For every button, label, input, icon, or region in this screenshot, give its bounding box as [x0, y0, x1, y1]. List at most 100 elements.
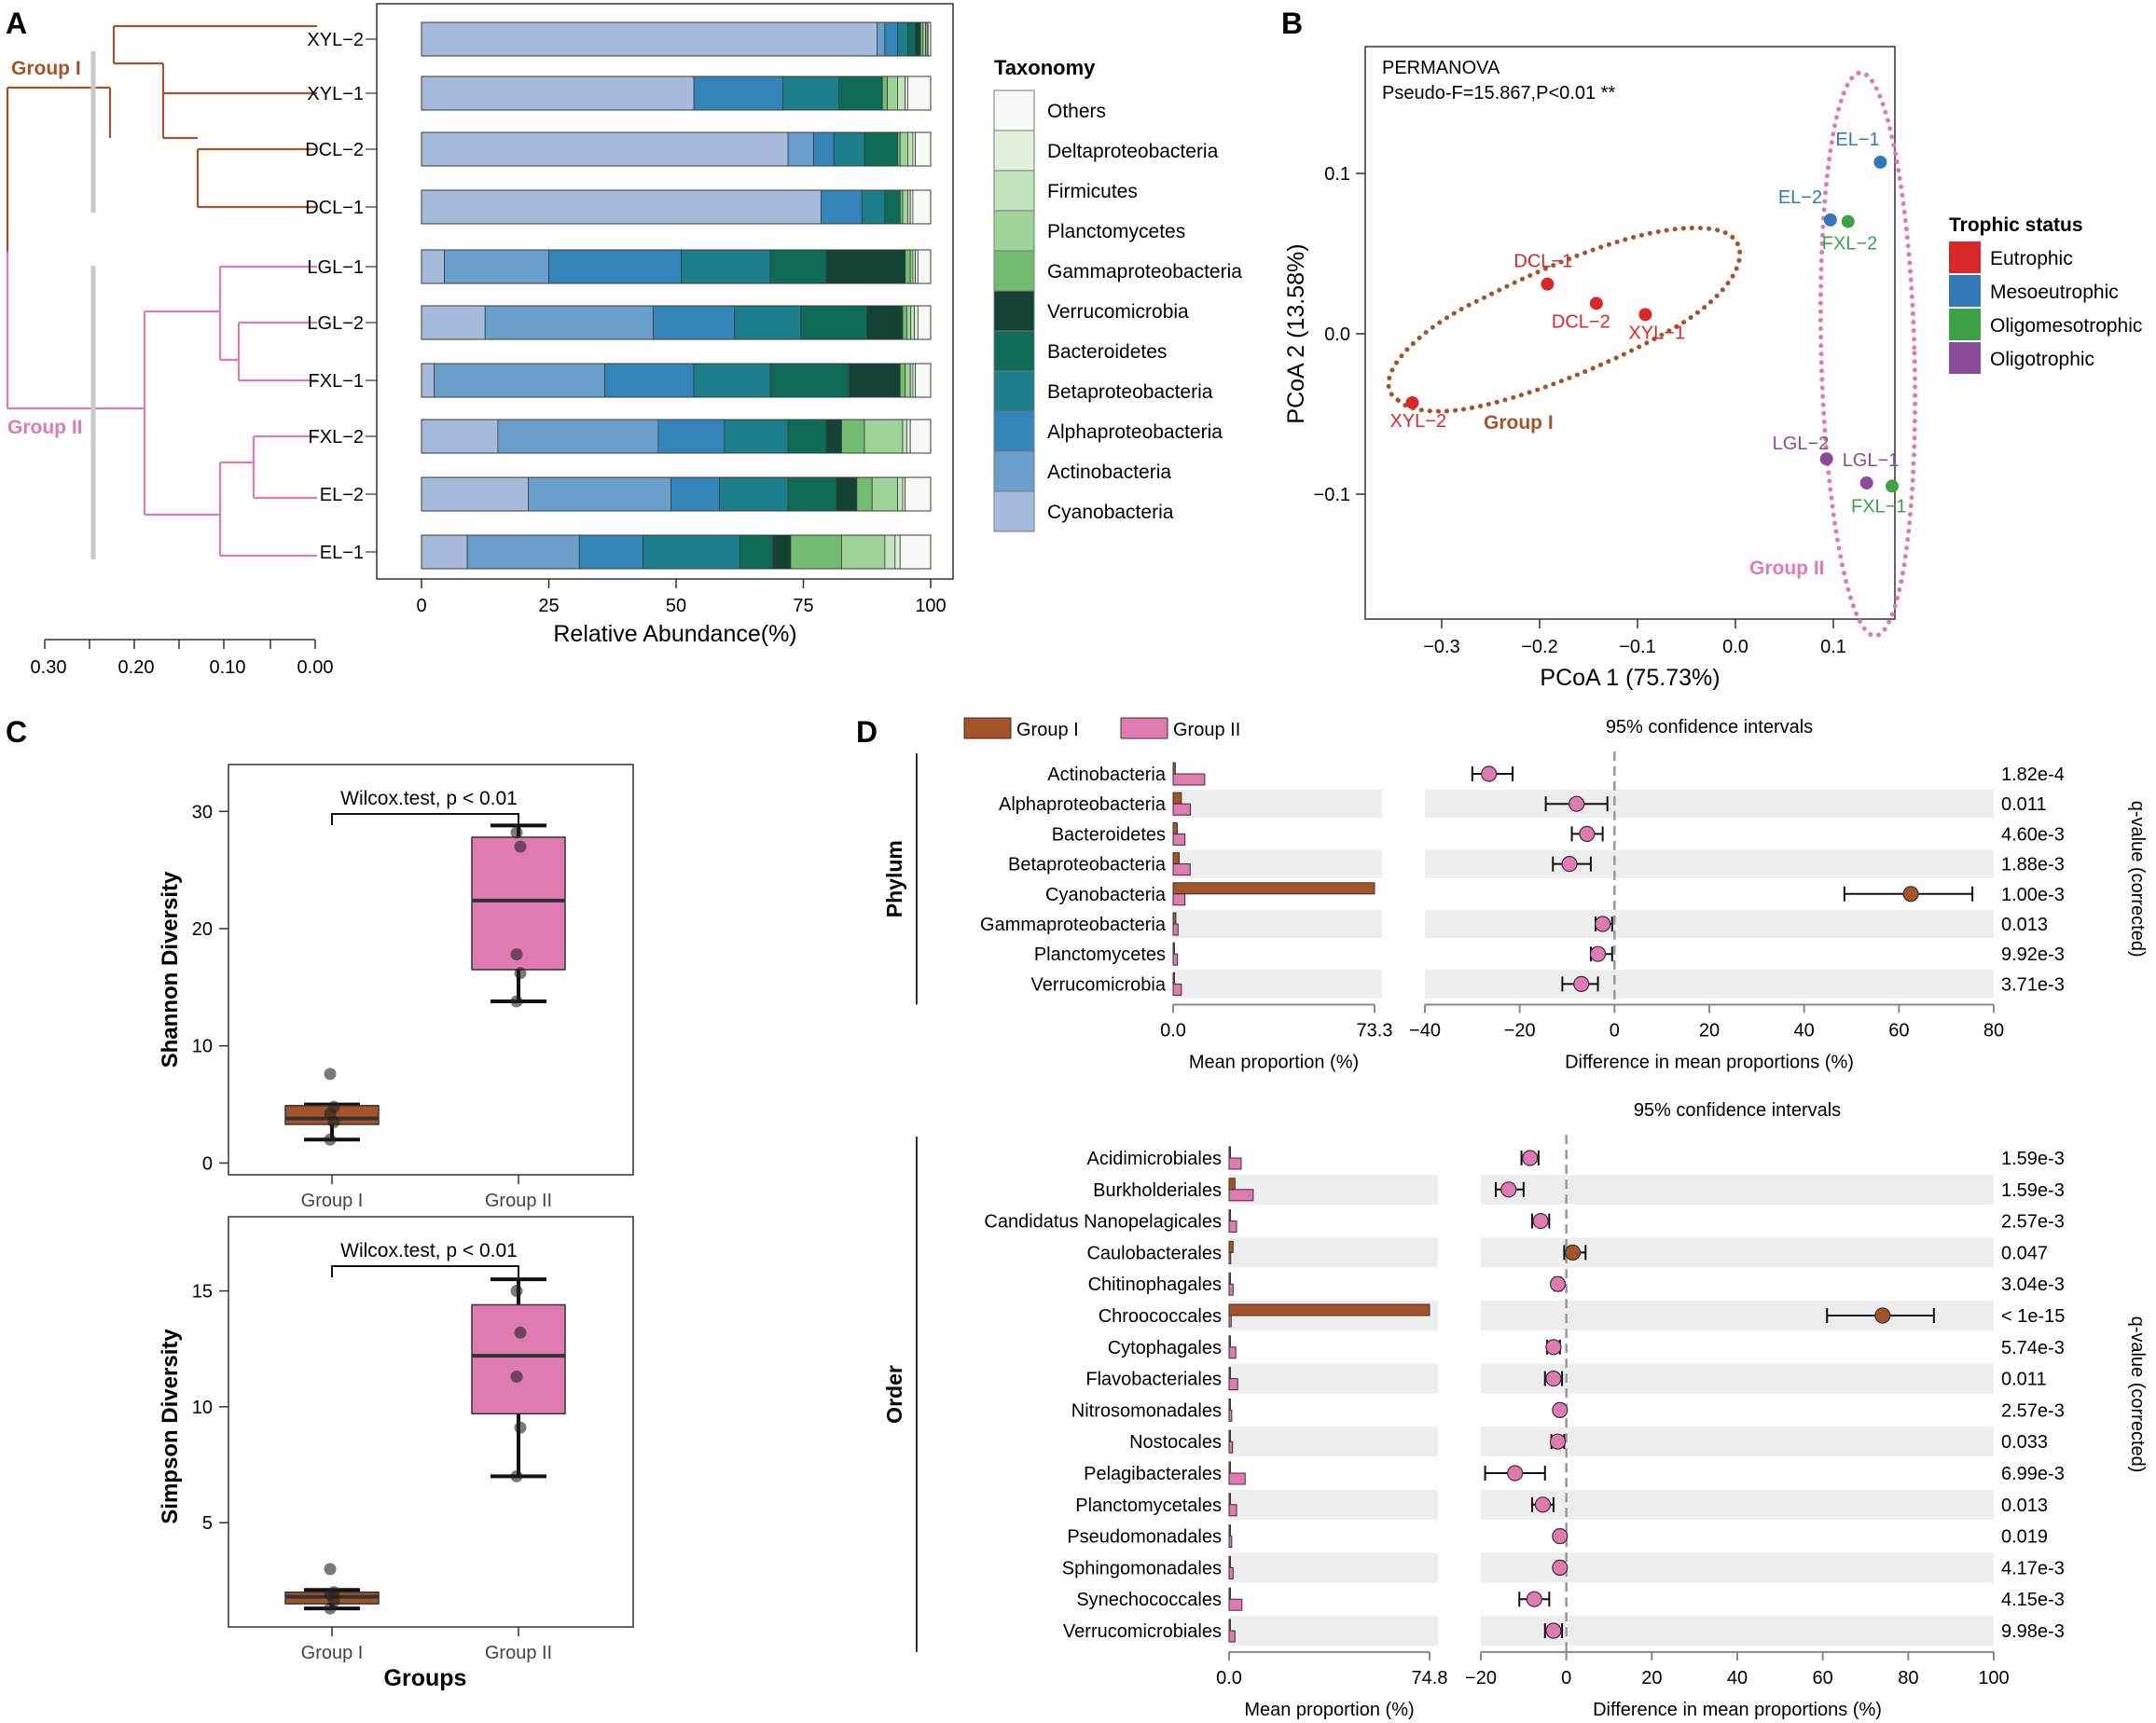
- box-x-tick-label: Group I: [301, 1643, 364, 1663]
- taxonomy-legend-label: Actinobacteria: [1047, 462, 1171, 483]
- group-ii-ellipse: [1817, 70, 1918, 639]
- stamp-bar-group-i: [1172, 942, 1175, 955]
- pcoa-point-label: XYL−2: [1390, 411, 1447, 432]
- trophic-legend-swatch: [1949, 241, 1981, 273]
- abundance-bar-segment: [905, 419, 911, 454]
- box-y-tick-label: 10: [192, 1037, 213, 1057]
- pcoa-point: [1823, 213, 1837, 227]
- stamp-row-band: [1229, 1174, 1438, 1205]
- abundance-bar-segment: [897, 131, 901, 167]
- dendrogram-group-i-label: Group I: [11, 58, 81, 79]
- stamp-bar-group-i: [1228, 1303, 1430, 1316]
- stamp-bar-group-ii: [1172, 893, 1186, 906]
- pcoa-point: [1886, 479, 1899, 493]
- stamp-bar-group-i: [1228, 1335, 1231, 1348]
- abundance-x-tick-label: 0: [416, 596, 426, 616]
- pcoa-point-label: LGL−1: [1843, 450, 1900, 471]
- box-data-point: [327, 1586, 340, 1599]
- stamp-row-band: [1481, 1174, 1994, 1205]
- abundance-bar-segment: [421, 476, 530, 512]
- taxonomy-legend-swatch: [993, 210, 1035, 252]
- abundance-bar-segment: [739, 534, 774, 570]
- taxonomy-legend-label: Planctomycetes: [1047, 221, 1185, 242]
- abundance-bar-segment: [864, 419, 904, 454]
- pcoa-x-tick-label: −0.3: [1423, 637, 1459, 657]
- stamp-category-label: Nostocales: [1129, 1432, 1222, 1453]
- abundance-bar-segment: [849, 363, 901, 398]
- taxonomy-legend-label: Cyanobacteria: [1047, 502, 1174, 523]
- stamp-diff-point: [1534, 1496, 1552, 1513]
- stamp-qvalue: 4.15e-3: [2001, 1590, 2065, 1610]
- dendrogram-leaf-label: LGL−2: [307, 313, 364, 334]
- taxonomy-legend-swatch: [993, 450, 1035, 492]
- stamp-category-label: Chitinophagales: [1088, 1275, 1222, 1295]
- abundance-bar-segment: [909, 363, 914, 398]
- stamp-qvalue: 1.00e-3: [2001, 885, 2065, 905]
- abundance-bar-segment: [922, 21, 926, 57]
- stamp-diff-tick-label: 0: [1561, 1668, 1571, 1689]
- stamp-diff-point: [1569, 795, 1585, 812]
- trophic-legend-swatch: [1949, 275, 1981, 307]
- abundance-bar-segment: [772, 534, 792, 570]
- stamp-qvalue: 3.04e-3: [2001, 1275, 2065, 1295]
- box-data-point: [324, 1133, 337, 1146]
- stamp-diff-tick-label: 60: [1813, 1668, 1833, 1689]
- stamp-row-band: [1481, 1489, 1994, 1520]
- stamp-diff-tick-label: 80: [1898, 1668, 1918, 1689]
- abundance-bar-segment: [899, 189, 904, 225]
- abundance-x-tick-label: 75: [793, 596, 813, 616]
- abundance-bar-segment: [782, 76, 840, 111]
- stamp-qvalue: 1.59e-3: [2001, 1149, 2065, 1169]
- stamp-bar-group-ii: [1228, 1346, 1237, 1359]
- stamp-bar-group-ii: [1228, 1630, 1236, 1643]
- stamp-bar-group-ii: [1228, 1315, 1232, 1328]
- stamp-ci-title: 95% confidence intervals: [1606, 717, 1813, 737]
- abundance-bar-segment: [813, 131, 835, 167]
- trophic-legend-swatch: [1949, 309, 1981, 340]
- stamp-mean-x-label: Mean proportion (%): [1244, 1700, 1414, 1720]
- stamp-bar-group-ii: [1172, 773, 1206, 786]
- abundance-bar-segment: [905, 305, 912, 340]
- stamp-diff-point: [1902, 886, 1919, 903]
- simpson-boxplot: Simpson Diversity Groups 5 10 15 Group I Gro…: [158, 1216, 634, 1691]
- pcoa-point: [1841, 214, 1855, 228]
- stamp-diff-tick-label: 100: [1978, 1668, 2009, 1689]
- stamp-diff-point: [1561, 855, 1578, 873]
- abundance-bar-segment: [528, 476, 671, 512]
- stamp-diff-point: [1507, 1465, 1524, 1482]
- group-i-ellipse: [1386, 225, 1743, 414]
- taxonomy-legend-label: Firmicutes: [1047, 181, 1138, 202]
- stamp-diff-tick-label: 80: [1983, 1021, 2004, 1041]
- abundance-bar-segment: [421, 305, 486, 340]
- trophic-legend-label: Mesoeutrophic: [1990, 282, 2119, 303]
- box-y-tick-label: 15: [192, 1282, 213, 1303]
- abundance-bar-segment: [421, 534, 468, 570]
- abundance-bar-segment: [897, 476, 904, 512]
- box-x-tick-label: Group II: [485, 1643, 552, 1663]
- stamp-qvalue: 1.88e-3: [2001, 855, 2065, 875]
- taxonomy-legend-label: Bacteroidetes: [1047, 341, 1167, 363]
- stamp-bar-group-ii: [1172, 833, 1186, 846]
- stamp-section-label: Phylum: [882, 840, 906, 917]
- stamp-diff-tick-label: 0: [1610, 1021, 1620, 1041]
- box-data-point: [510, 1285, 523, 1298]
- stamp-diff-tick-label: 60: [1888, 1021, 1909, 1041]
- stamp-bar-group-ii: [1228, 1409, 1233, 1422]
- wilcox-test-label: Wilcox.test, p < 0.01: [340, 788, 518, 809]
- box-data-point: [324, 1563, 337, 1576]
- stamp-category-label: Caulobacterales: [1086, 1243, 1222, 1263]
- abundance-bar-segment: [897, 76, 906, 111]
- stamp-category-label: Sphingomonadales: [1062, 1558, 1222, 1578]
- pcoa-point: [1859, 476, 1873, 489]
- taxonomy-legend-label: Others: [1047, 101, 1106, 122]
- stamp-bar-group-i: [1228, 1178, 1236, 1191]
- abundance-bar-segment: [421, 21, 878, 57]
- taxonomy-legend-swatch: [993, 130, 1035, 172]
- abundance-plot-frame: [376, 3, 954, 580]
- abundance-bar-segment: [790, 534, 842, 570]
- abundance-bar-segment: [825, 419, 842, 454]
- pcoa-point-label: FXL−1: [1851, 496, 1906, 517]
- abundance-bar-segment: [421, 419, 499, 454]
- stamp-qvalue: 1.82e-4: [2001, 765, 2065, 785]
- pcoa-point: [1819, 452, 1833, 466]
